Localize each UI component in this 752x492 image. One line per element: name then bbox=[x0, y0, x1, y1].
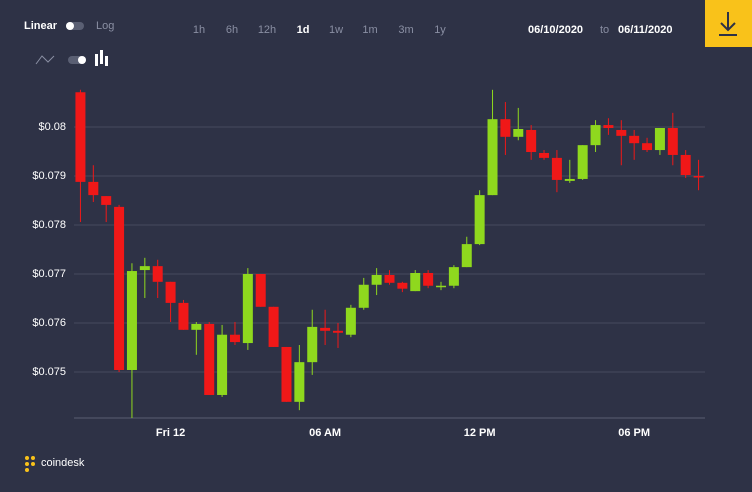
range-button[interactable]: 3m bbox=[398, 24, 413, 36]
range-button[interactable]: 1w bbox=[329, 24, 343, 36]
candle-body bbox=[75, 92, 86, 182]
candle-body bbox=[384, 274, 395, 283]
y-tick-label: $0.079 bbox=[32, 170, 66, 182]
candle-body bbox=[436, 285, 447, 288]
date-to[interactable]: 06/11/2020 bbox=[618, 24, 672, 36]
candle-body bbox=[590, 125, 601, 146]
x-tick-label: 06 AM bbox=[309, 427, 341, 439]
candle-body bbox=[577, 145, 588, 179]
candle-body bbox=[629, 135, 640, 144]
x-tick-label: 06 PM bbox=[618, 427, 650, 439]
candle-body bbox=[268, 306, 279, 347]
candle-body bbox=[217, 334, 228, 395]
candle-body bbox=[178, 302, 189, 330]
candle-body bbox=[358, 284, 369, 308]
y-tick-label: $0.077 bbox=[32, 268, 66, 280]
candle-body bbox=[603, 125, 614, 129]
scale-log[interactable]: Log bbox=[96, 20, 114, 32]
candle-body bbox=[448, 267, 459, 286]
range-button[interactable]: 12h bbox=[258, 24, 276, 36]
range-button[interactable]: 1y bbox=[434, 24, 446, 36]
y-tick-label: $0.076 bbox=[32, 317, 66, 329]
range-buttons: 1h 6h 12h 1d 1w 1m 3m 1y bbox=[193, 24, 446, 36]
candle-body bbox=[126, 271, 137, 370]
y-tick-label: $0.078 bbox=[32, 219, 66, 231]
candle-body bbox=[307, 326, 318, 363]
candle-body bbox=[229, 334, 240, 343]
candle-body bbox=[294, 362, 305, 402]
candle-body bbox=[139, 266, 150, 271]
range-button[interactable]: 1h bbox=[193, 24, 205, 36]
candle-body bbox=[654, 128, 665, 151]
toggle-knob bbox=[78, 56, 86, 64]
range-button[interactable]: 6h bbox=[226, 24, 238, 36]
date-sep: to bbox=[600, 24, 609, 36]
candle-body bbox=[281, 346, 292, 402]
candle-body bbox=[642, 143, 653, 151]
candle-body bbox=[114, 206, 125, 370]
candle-body bbox=[539, 152, 550, 158]
candle-body bbox=[255, 273, 266, 307]
candle-body bbox=[320, 327, 331, 331]
x-tick-label: 12 PM bbox=[464, 427, 496, 439]
candle-body bbox=[487, 119, 498, 196]
candle-body bbox=[332, 330, 343, 333]
candle-body bbox=[680, 154, 691, 176]
candle-body bbox=[101, 196, 112, 205]
candle-body bbox=[423, 273, 434, 286]
y-tick-label: $0.075 bbox=[32, 366, 66, 378]
candle-body bbox=[551, 157, 562, 180]
candle-body bbox=[500, 119, 511, 137]
y-tick-label: $0.08 bbox=[38, 121, 66, 133]
candle-body bbox=[667, 128, 678, 155]
candle-body bbox=[152, 266, 163, 282]
toggle-knob bbox=[66, 22, 74, 30]
candle-body bbox=[397, 282, 408, 289]
candle-body bbox=[564, 178, 575, 181]
candle-body bbox=[191, 323, 202, 330]
range-button[interactable]: 1m bbox=[362, 24, 377, 36]
line-icon[interactable] bbox=[35, 55, 55, 65]
range-button[interactable]: 1d bbox=[297, 24, 310, 36]
candle-body bbox=[616, 129, 627, 136]
candle-body bbox=[693, 176, 704, 178]
date-from[interactable]: 06/10/2020 bbox=[528, 24, 583, 36]
download-icon bbox=[719, 12, 737, 36]
candle-body bbox=[345, 307, 356, 335]
x-tick-label: Fri 12 bbox=[156, 427, 185, 439]
brand-icon bbox=[25, 456, 35, 472]
candle-body bbox=[526, 129, 537, 153]
candle-body bbox=[242, 273, 253, 344]
scale-linear[interactable]: Linear bbox=[24, 20, 58, 32]
candle-body bbox=[88, 181, 99, 196]
candle-body bbox=[474, 195, 485, 245]
candle-body bbox=[513, 128, 524, 137]
candle-body bbox=[204, 323, 215, 395]
candle-icon[interactable] bbox=[95, 50, 108, 66]
brand: coindesk bbox=[41, 457, 85, 469]
candle-body bbox=[165, 281, 176, 303]
candle-body bbox=[371, 274, 382, 285]
candle-body bbox=[410, 273, 421, 292]
candle-body bbox=[461, 244, 472, 268]
